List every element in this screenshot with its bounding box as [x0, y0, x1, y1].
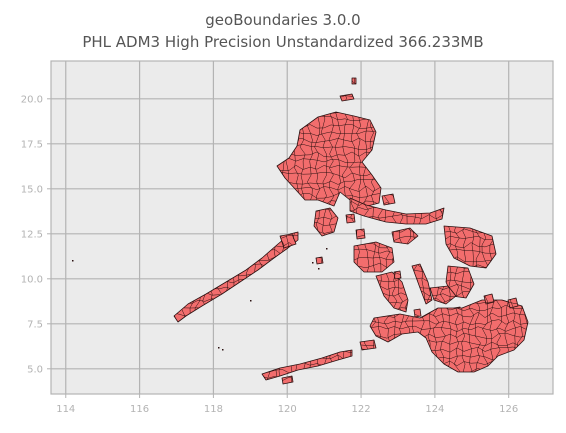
y-tick-label: 15.0	[21, 184, 43, 195]
region-sulu	[261, 349, 353, 381]
x-tick-label: 116	[130, 404, 149, 415]
y-axis-ticks: 5.0 7.5 10.0 12.5 15.0 17.5 20.0	[21, 94, 51, 375]
region-dinagat	[483, 293, 495, 305]
region-tawi-tawi	[281, 375, 294, 385]
islet	[312, 262, 314, 264]
x-tick-label: 114	[56, 404, 75, 415]
islet	[222, 349, 224, 351]
region-basilan	[359, 339, 377, 351]
islet	[218, 347, 220, 349]
x-axis-ticks: 114 116 118 120 122 124 126	[56, 394, 518, 415]
region-siquijor	[413, 308, 422, 318]
x-tick-label: 120	[278, 404, 297, 415]
map-title: geoBoundaries 3.0.0	[205, 11, 361, 29]
y-tick-label: 17.5	[21, 139, 43, 150]
plot-frame	[50, 60, 554, 395]
x-tick-label: 118	[204, 404, 223, 415]
islet	[72, 260, 74, 262]
islet	[318, 268, 320, 270]
y-tick-label: 5.0	[27, 364, 43, 375]
region-cagayancillo	[315, 256, 324, 265]
islet	[250, 300, 252, 302]
islet	[326, 248, 328, 250]
y-tick-label: 7.5	[27, 319, 43, 330]
region-mindanao	[369, 299, 529, 373]
region-mindoro	[313, 207, 339, 237]
region-cebu	[411, 263, 433, 305]
map-subtitle: PHL ADM3 High Precision Unstandardized 3…	[82, 33, 484, 51]
x-tick-label: 122	[352, 404, 371, 415]
region-negros	[375, 271, 409, 313]
x-tick-label: 124	[425, 404, 444, 415]
y-tick-label: 10.0	[21, 274, 43, 285]
y-tick-label: 12.5	[21, 229, 43, 240]
x-tick-label: 126	[499, 404, 518, 415]
region-romblon	[355, 228, 366, 240]
region-catanduanes	[381, 193, 396, 206]
region-samar	[443, 225, 497, 269]
y-tick-label: 20.0	[21, 94, 43, 105]
